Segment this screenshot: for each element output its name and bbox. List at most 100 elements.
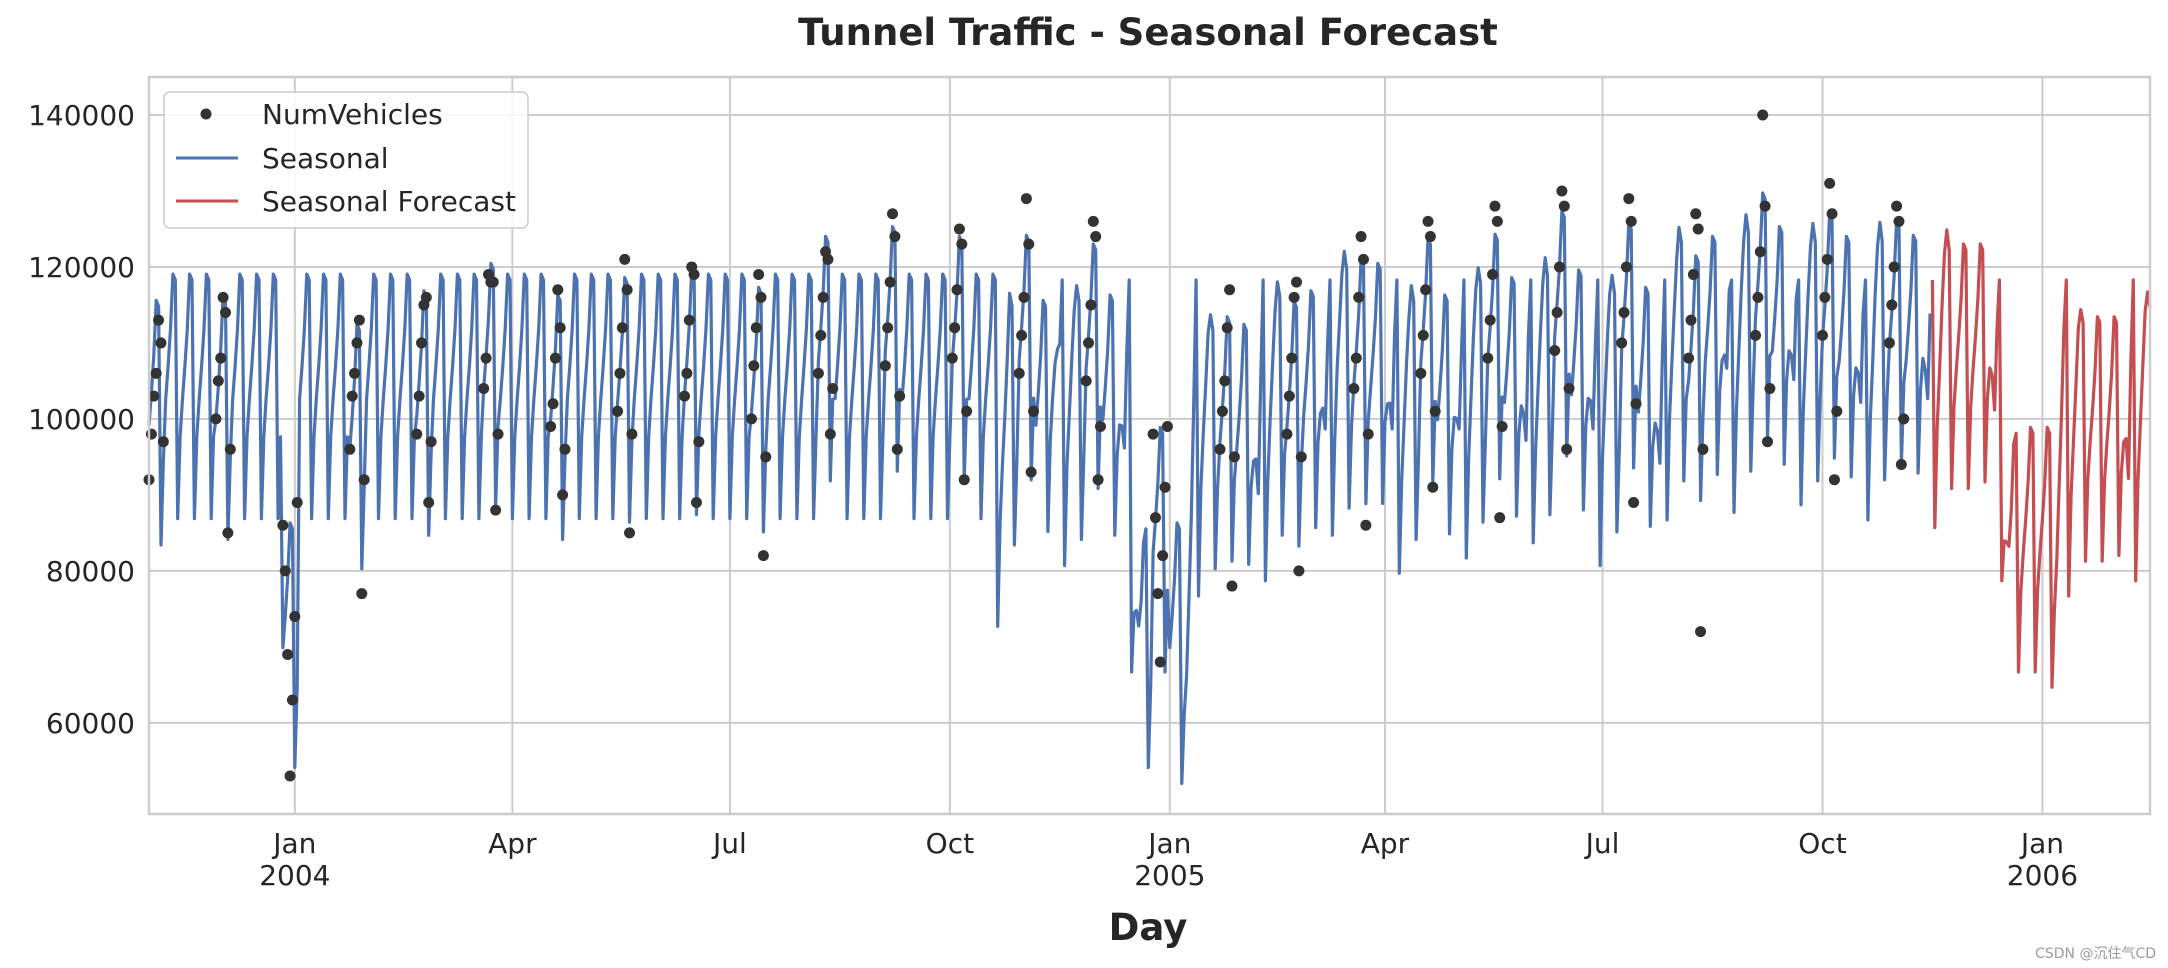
data-point xyxy=(1494,512,1506,524)
data-point xyxy=(1228,451,1240,463)
x-tick-label: Jan xyxy=(2019,827,2064,860)
data-point xyxy=(1482,352,1494,364)
data-point xyxy=(894,390,906,402)
data-point xyxy=(1080,375,1092,387)
data-point xyxy=(1286,352,1298,364)
data-point xyxy=(1692,223,1704,235)
x-tick-label: Apr xyxy=(1361,827,1410,860)
data-point xyxy=(817,291,829,303)
data-point xyxy=(1216,405,1228,417)
data-point xyxy=(480,352,492,364)
data-point xyxy=(616,322,628,334)
data-point xyxy=(1427,481,1439,493)
data-point xyxy=(1152,588,1164,600)
y-tick-label: 120000 xyxy=(28,251,135,284)
data-point xyxy=(1761,436,1773,448)
data-point xyxy=(153,314,165,326)
data-point xyxy=(1618,307,1630,319)
data-point xyxy=(1883,337,1895,349)
plot-frame xyxy=(147,75,2152,816)
data-point xyxy=(1018,291,1030,303)
data-point xyxy=(690,496,702,508)
data-point xyxy=(1157,550,1169,562)
data-point xyxy=(1224,284,1236,296)
data-point xyxy=(148,390,160,402)
data-point xyxy=(1360,519,1372,531)
data-point xyxy=(1362,428,1374,440)
data-point xyxy=(612,405,624,417)
data-point xyxy=(1757,109,1769,121)
data-point xyxy=(745,413,757,425)
data-point xyxy=(949,322,961,334)
data-point xyxy=(1016,329,1028,341)
data-point xyxy=(619,253,631,265)
data-point xyxy=(490,504,502,516)
legend-label-seasonal-forecast: Seasonal Forecast xyxy=(262,185,516,218)
data-point xyxy=(1563,383,1575,395)
data-point xyxy=(1551,307,1563,319)
y-tick-labels: 60000 80000 100000 120000 140000 xyxy=(28,99,135,740)
data-point xyxy=(1085,299,1097,311)
data-point xyxy=(1154,656,1166,668)
data-point xyxy=(1831,405,1843,417)
y-tick-label: 100000 xyxy=(28,403,135,436)
legend-label-seasonal: Seasonal xyxy=(262,142,389,175)
data-point xyxy=(891,443,903,455)
data-point xyxy=(1891,200,1903,212)
data-point xyxy=(956,238,968,250)
data-point xyxy=(1424,231,1436,243)
legend-frame xyxy=(163,91,529,229)
data-point xyxy=(1092,474,1104,486)
data-point xyxy=(1697,443,1709,455)
data-point xyxy=(215,352,227,364)
data-point xyxy=(1219,375,1231,387)
data-point xyxy=(1355,231,1367,243)
chart-title: Tunnel Traffic - Seasonal Forecast xyxy=(798,11,1498,54)
data-point xyxy=(887,208,899,220)
data-point xyxy=(946,352,958,364)
data-point xyxy=(1888,261,1900,273)
data-point xyxy=(1090,231,1102,243)
data-point xyxy=(346,390,358,402)
watermark: CSDN @沉住气CD xyxy=(2035,946,2156,962)
data-point xyxy=(822,253,834,265)
data-point xyxy=(411,428,423,440)
data-point xyxy=(815,329,827,341)
data-point xyxy=(1764,383,1776,395)
data-point xyxy=(1013,367,1025,379)
data-point xyxy=(552,284,564,296)
data-point xyxy=(1628,496,1640,508)
data-point xyxy=(1348,383,1360,395)
data-point xyxy=(621,284,633,296)
data-point xyxy=(1496,421,1508,433)
x-tick-label: Jan xyxy=(271,827,316,860)
x-tick-year-label: 2005 xyxy=(1134,859,1205,892)
data-point xyxy=(1422,215,1434,227)
data-point xyxy=(356,588,368,600)
data-point xyxy=(827,383,839,395)
data-point xyxy=(1094,421,1106,433)
data-point xyxy=(1429,405,1441,417)
data-point xyxy=(951,284,963,296)
data-point xyxy=(1828,474,1840,486)
data-point xyxy=(1147,428,1159,440)
data-point xyxy=(889,231,901,243)
data-point xyxy=(1023,238,1035,250)
data-point xyxy=(1484,314,1496,326)
data-point xyxy=(1554,261,1566,273)
data-point xyxy=(1283,390,1295,402)
data-point xyxy=(155,337,167,349)
data-point xyxy=(1295,451,1307,463)
data-point xyxy=(1028,405,1040,417)
data-point xyxy=(1417,329,1429,341)
data-point xyxy=(279,565,291,577)
data-point xyxy=(413,390,425,402)
data-point xyxy=(549,352,561,364)
data-point xyxy=(757,550,769,562)
data-point xyxy=(222,527,234,539)
x-tick-label: Jul xyxy=(1584,827,1620,860)
data-point xyxy=(545,421,557,433)
data-point xyxy=(882,322,894,334)
